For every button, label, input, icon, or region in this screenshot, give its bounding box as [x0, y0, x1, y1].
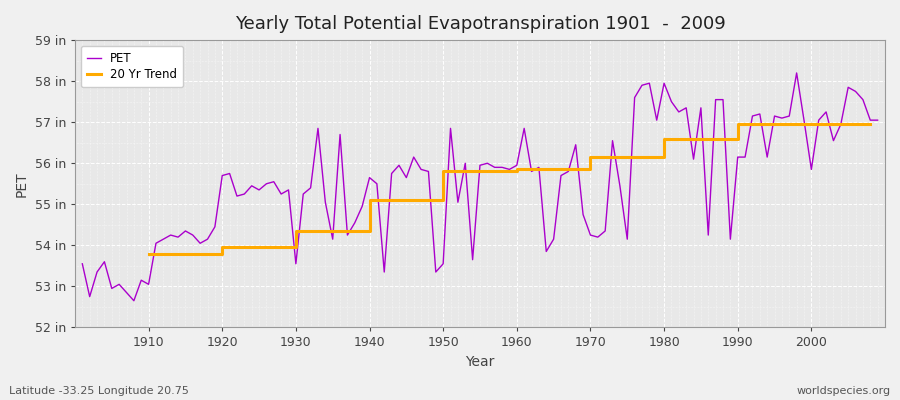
PET: [76, 261, 87, 266]
20 Yr Trend: [504, 169, 515, 174]
20 Yr Trend: [143, 252, 154, 257]
Line: 20 Yr Trend: 20 Yr Trend: [148, 124, 870, 254]
PET: [872, 118, 883, 122]
Text: Latitude -33.25 Longitude 20.75: Latitude -33.25 Longitude 20.75: [9, 386, 189, 396]
Legend: PET, 20 Yr Trend: PET, 20 Yr Trend: [81, 46, 184, 87]
X-axis label: Year: Year: [465, 355, 495, 369]
20 Yr Trend: [335, 228, 346, 233]
PET: [305, 186, 316, 190]
Line: PET: PET: [82, 73, 878, 301]
20 Yr Trend: [364, 198, 375, 202]
20 Yr Trend: [733, 122, 743, 127]
PET: [791, 70, 802, 75]
PET: [511, 163, 522, 168]
20 Yr Trend: [865, 122, 876, 127]
PET: [349, 220, 360, 225]
PET: [608, 138, 618, 143]
Y-axis label: PET: PET: [15, 171, 29, 196]
20 Yr Trend: [312, 228, 323, 233]
Title: Yearly Total Potential Evapotranspiration 1901  -  2009: Yearly Total Potential Evapotranspiratio…: [235, 15, 725, 33]
20 Yr Trend: [710, 136, 721, 141]
PET: [129, 298, 140, 303]
PET: [518, 126, 529, 131]
20 Yr Trend: [526, 167, 537, 172]
Text: worldspecies.org: worldspecies.org: [796, 386, 891, 396]
PET: [143, 282, 154, 287]
